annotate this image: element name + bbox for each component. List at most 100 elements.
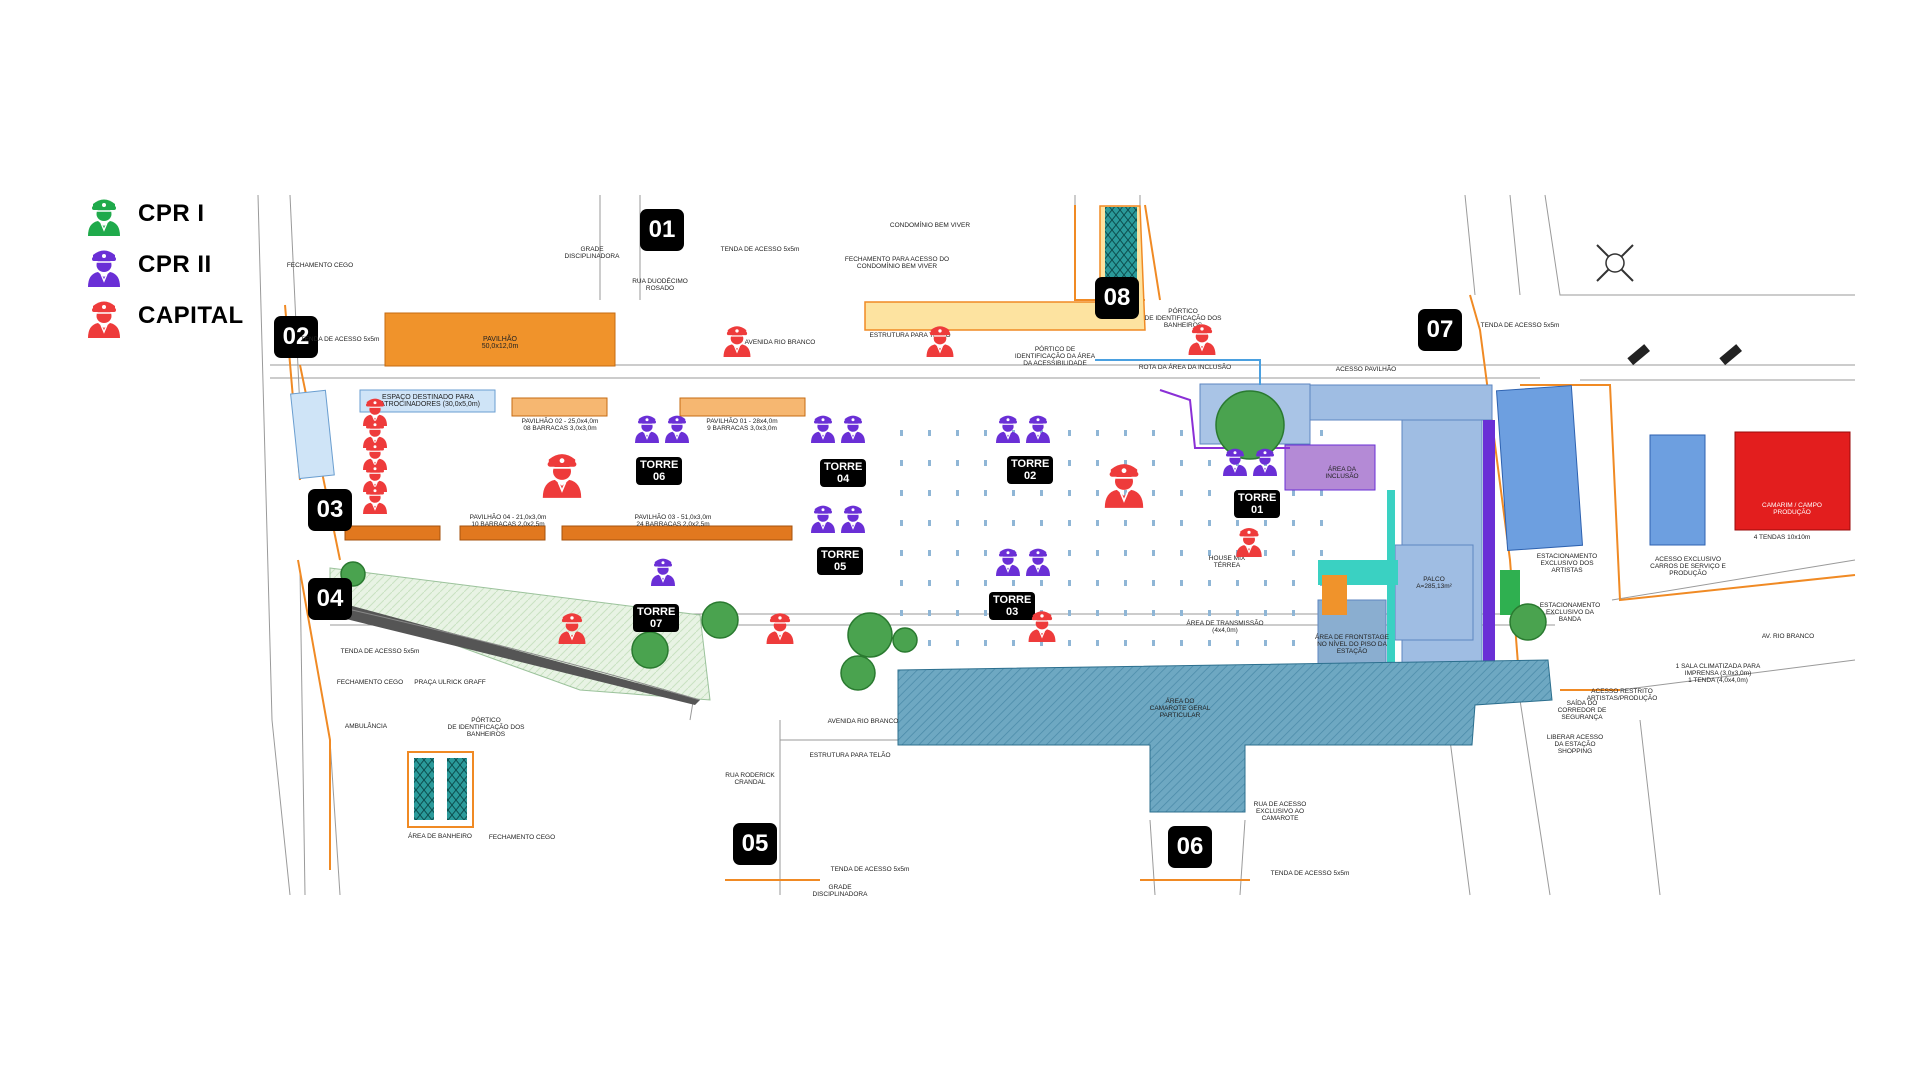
grid-marker bbox=[1236, 640, 1239, 646]
label-estac-banda: ESTACIONAMENTO EXCLUSIVO DA BANDA bbox=[1539, 602, 1601, 623]
gate-05[interactable]: 05 bbox=[733, 823, 777, 865]
gate-06[interactable]: 06 bbox=[1168, 826, 1212, 868]
gate-03[interactable]: 03 bbox=[308, 489, 352, 531]
sponsor-area bbox=[359, 389, 496, 413]
label-tenda-05: TENDA DE ACESSO 5x5m bbox=[830, 866, 910, 873]
grid-marker bbox=[956, 580, 959, 586]
grid-marker bbox=[956, 550, 959, 556]
officer-icon bbox=[838, 500, 868, 538]
label-fechamento-condominio: FECHAMENTO PARA ACESSO DO CONDOMÍNIO BEM… bbox=[844, 256, 950, 270]
label-rua-duodecimo: RUA DUODÉCIMO ROSADO bbox=[632, 278, 688, 292]
grid-marker bbox=[928, 490, 931, 496]
officer-icon bbox=[538, 445, 586, 503]
label-rua-roderick: RUA RODERICK CRANDAL bbox=[725, 772, 775, 786]
officer-icon bbox=[923, 320, 957, 362]
label-pavilhao-04: PAVILHÃO 04 - 21,0x3,0m 10 BARRACAS 2,0x… bbox=[469, 514, 547, 528]
label-portico-banheiros-top: PÓRTICO DE IDENTIFICAÇÃO DOS BANHEIROS bbox=[1144, 308, 1222, 329]
officer-icon bbox=[555, 607, 589, 649]
grid-marker bbox=[1068, 640, 1071, 646]
grid-marker bbox=[1236, 520, 1239, 526]
grid-marker bbox=[1040, 580, 1043, 586]
label-condominio: CONDOMÍNIO BEM VIVER bbox=[889, 222, 971, 229]
grid-marker bbox=[1180, 460, 1183, 466]
grid-marker bbox=[984, 610, 987, 616]
gate-08[interactable]: 08 bbox=[1095, 277, 1139, 319]
pavilhao-04-strip-b bbox=[459, 525, 546, 541]
grid-marker bbox=[984, 430, 987, 436]
tower-03[interactable]: TORRE 03 bbox=[989, 592, 1036, 620]
tower-07[interactable]: TORRE 07 bbox=[633, 604, 680, 632]
legend-cpr1: CPR I bbox=[84, 188, 244, 239]
label-rota-inclusao: ROTA DA ÁREA DA INCLUSÃO bbox=[1138, 364, 1232, 371]
tree-icon bbox=[1215, 390, 1285, 460]
tower-04[interactable]: TORRE 04 bbox=[820, 459, 867, 487]
gate-01[interactable]: 01 bbox=[640, 209, 684, 251]
gate-04[interactable]: 04 bbox=[308, 578, 352, 620]
legend: CPR I CPR II CAPITAL bbox=[84, 188, 244, 341]
grid-marker bbox=[1208, 580, 1211, 586]
right-blue-building-1 bbox=[1495, 385, 1584, 551]
officer-icon bbox=[662, 410, 692, 448]
label-tenda-06: TENDA DE ACESSO 5x5m bbox=[1270, 870, 1350, 877]
grid-marker bbox=[1208, 460, 1211, 466]
tree-icon bbox=[892, 627, 918, 653]
grid-marker bbox=[928, 550, 931, 556]
label-ambulancia: AMBULÂNCIA bbox=[344, 723, 388, 730]
pavilhao-01-strip bbox=[679, 397, 806, 417]
label-area-transmissao: ÁREA DE TRANSMISSÃO (4x4,0m) bbox=[1186, 620, 1264, 634]
officer-icon bbox=[808, 410, 838, 448]
label-estac-artistas: ESTACIONAMENTO EXCLUSIVO DOS ARTISTAS bbox=[1536, 553, 1598, 574]
grid-marker bbox=[1152, 550, 1155, 556]
label-pavilhao-02: PAVILHÃO 02 - 25,0x4,0m 08 BARRACAS 3,0x… bbox=[521, 418, 599, 432]
grid-marker bbox=[1320, 520, 1323, 526]
grid-marker bbox=[1208, 640, 1211, 646]
grid-marker bbox=[984, 550, 987, 556]
legend-capital: CAPITAL bbox=[84, 290, 244, 341]
grid-marker bbox=[900, 520, 903, 526]
grid-marker bbox=[1292, 580, 1295, 586]
grid-marker bbox=[956, 520, 959, 526]
label-av-rio-branco-top: AVENIDA RIO BRANCO bbox=[744, 339, 816, 346]
grid-marker bbox=[1096, 550, 1099, 556]
yellow-bathroom-rows bbox=[1105, 207, 1137, 282]
grid-marker bbox=[1152, 430, 1155, 436]
label-camarim: CAMARIM / CAMPO PRODUÇÃO bbox=[1762, 502, 1822, 516]
grid-marker bbox=[1124, 580, 1127, 586]
grid-marker bbox=[1236, 610, 1239, 616]
tree-icon bbox=[1509, 603, 1547, 641]
label-pavilhao-03: PAVILHÃO 03 - 51,0x3,0m 24 BARRACAS 2,0x… bbox=[634, 514, 712, 528]
tower-06[interactable]: TORRE 06 bbox=[636, 457, 683, 485]
grid-marker bbox=[1124, 610, 1127, 616]
grid-marker bbox=[1264, 610, 1267, 616]
tower-01[interactable]: TORRE 01 bbox=[1234, 490, 1281, 518]
officer-icon bbox=[838, 410, 868, 448]
label-acesso-pavilhao: ACESSO PAVILHÃO bbox=[1335, 366, 1397, 373]
label-sala-climatizada: 1 SALA CLIMATIZADA PARA IMPRENSA (3,0x3,… bbox=[1675, 663, 1761, 684]
grid-marker bbox=[1264, 580, 1267, 586]
gate-07[interactable]: 07 bbox=[1418, 309, 1462, 351]
grid-marker bbox=[1012, 520, 1015, 526]
grid-marker bbox=[1124, 640, 1127, 646]
grid-marker bbox=[1180, 580, 1183, 586]
orange-house-mix bbox=[1322, 575, 1347, 615]
gate-02[interactable]: 02 bbox=[274, 316, 318, 358]
grid-marker bbox=[1264, 550, 1267, 556]
label-rua-camarote: RUA DE ACESSO EXCLUSIVO AO CAMAROTE bbox=[1253, 801, 1307, 822]
officer-icon bbox=[360, 481, 390, 519]
vip-red-building bbox=[1734, 431, 1851, 531]
tower-05[interactable]: TORRE 05 bbox=[817, 547, 864, 575]
left-blue-strip bbox=[290, 389, 335, 480]
stage-blue-block bbox=[1276, 384, 1493, 421]
grid-marker bbox=[1236, 580, 1239, 586]
grid-marker bbox=[928, 520, 931, 526]
grid-marker bbox=[1124, 430, 1127, 436]
label-liberar-acesso: LIBERAR ACESSO DA ESTAÇÃO SHOPPING bbox=[1546, 734, 1604, 755]
grid-marker bbox=[984, 520, 987, 526]
legend-cpr2: CPR II bbox=[84, 239, 244, 290]
tower-02[interactable]: TORRE 02 bbox=[1007, 456, 1054, 484]
label-estrutura-telao-top: ESTRUTURA PARA TELÃO bbox=[869, 332, 951, 339]
grid-marker bbox=[1292, 610, 1295, 616]
bathroom-bottom bbox=[407, 751, 474, 828]
